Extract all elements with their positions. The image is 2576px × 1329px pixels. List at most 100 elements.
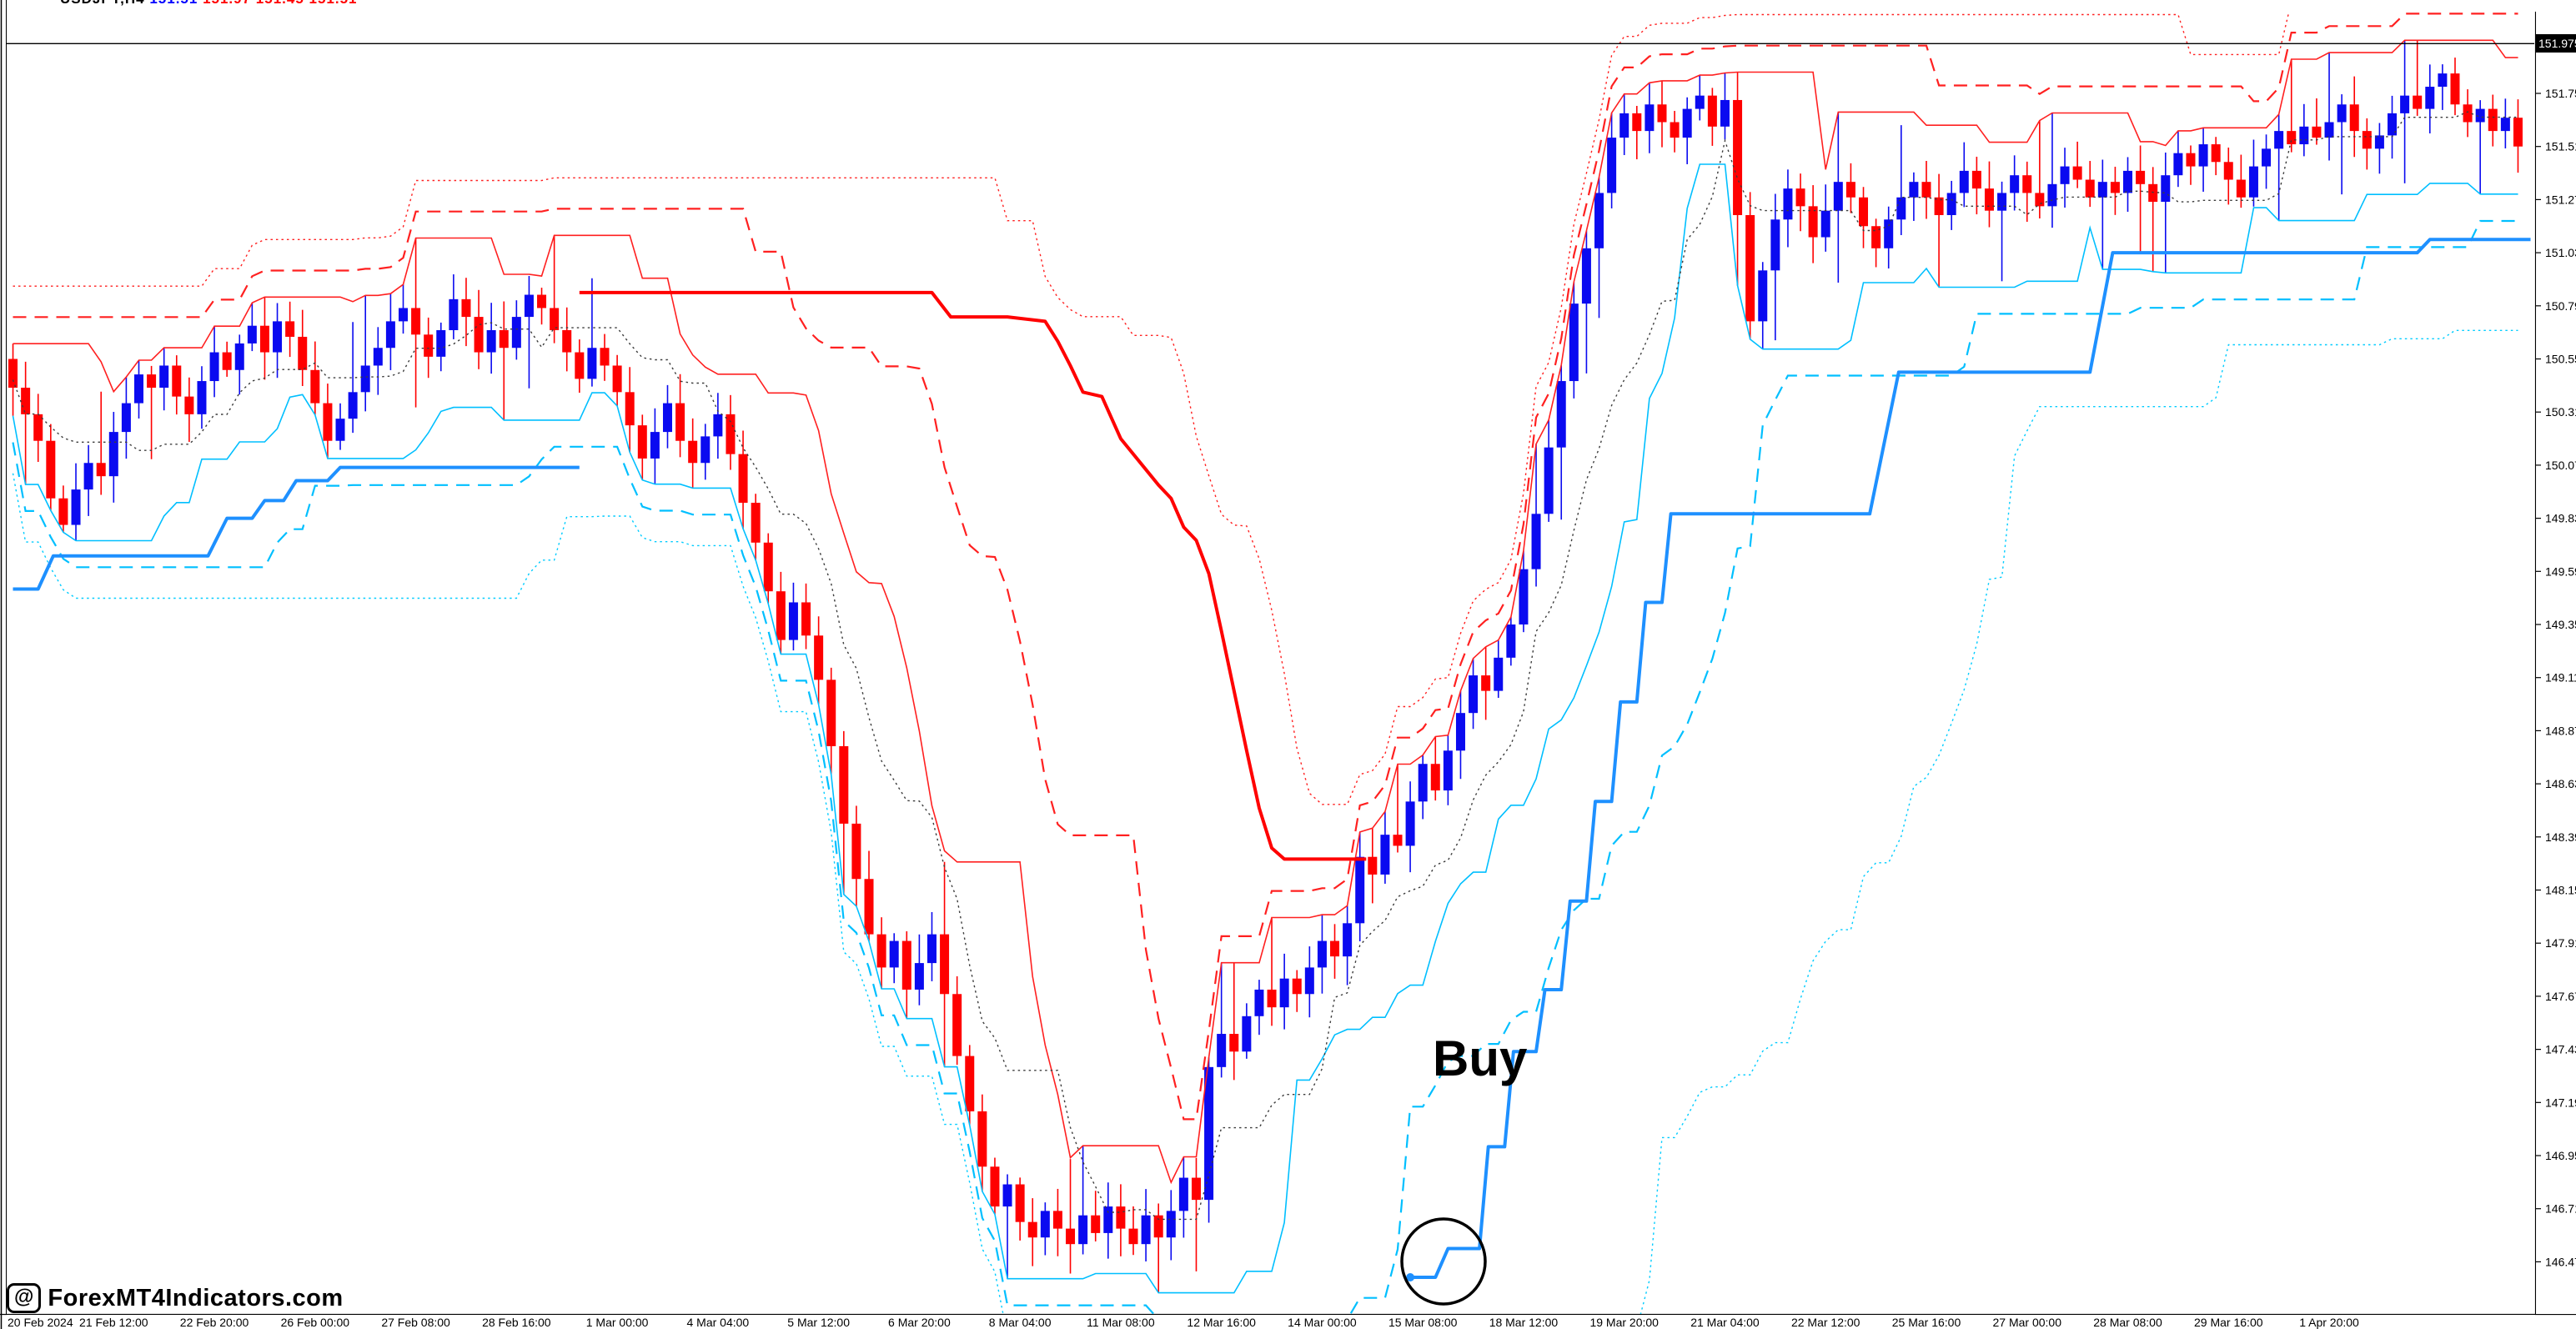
candle [1066,1159,1076,1274]
title-fragment-bid: 151.51 [145,0,203,7]
price-axis-label: 147.430 [2545,1043,2576,1056]
candle [1594,177,1604,318]
candle [1355,831,1365,941]
candle [839,730,849,895]
overlay-lower-band-fast [12,163,2518,1294]
clipped-toolbar-fragments: USDJPY,H4 151.51 151.97 151.45 151.51 [60,0,527,11]
time-axis-label: 21 Feb 12:00 [79,1316,148,1329]
price-axis-label: 151.030 [2545,246,2576,259]
overlay-upper-band-mid [13,13,2518,1121]
candle [2475,100,2485,194]
candle [1242,1003,1252,1059]
candle [864,850,874,941]
candle [1745,192,1755,339]
candle [2136,145,2146,254]
candle [1707,88,1717,146]
candle [1153,1203,1163,1293]
candle [2211,137,2221,176]
candle [612,354,622,406]
price-axis-label: 150.550 [2545,353,2576,366]
bid-price-badge: 151.975 [2536,34,2576,53]
candle [926,911,936,981]
candle [1455,690,1465,780]
time-axis-label: 8 Mar 04:00 [989,1316,1052,1329]
price-axis-label: 149.590 [2545,564,2576,578]
candle [323,384,333,459]
time-axis[interactable] [7,1315,2535,1329]
candle [726,394,736,470]
candle [449,274,459,339]
candle [675,374,685,458]
candle [2047,113,2057,228]
candle [788,582,798,651]
candle [1808,185,1818,263]
candle [1254,980,1264,1036]
candle [2186,145,2196,185]
candle [1027,1198,1037,1266]
candle [1128,1206,1138,1256]
candle [2425,64,2435,134]
candle [46,424,56,511]
candle [147,365,157,459]
price-axis-label: 150.310 [2545,405,2576,419]
candle [662,384,672,449]
price-axis-label: 148.390 [2545,830,2576,844]
watermark: @ ForexMT4Indicators.com [7,1283,344,1313]
candle [335,403,345,450]
candle [108,412,118,503]
time-axis-label: 22 Mar 12:00 [1791,1316,1860,1329]
candle [1909,172,1919,221]
title-fragment-symbol: USDJPY,H4 [60,0,145,7]
candle [1607,113,1617,208]
candle [940,861,950,1067]
time-axis-label: 21 Mar 04:00 [1690,1316,1760,1329]
time-axis-label: 25 Mar 16:00 [1892,1316,1961,1329]
time-axis-labels: 20 Feb 2024 21 Feb 12:00 22 Feb 20:00 26 Fe… [8,1316,2359,1329]
candle [1178,1156,1188,1238]
candle [2110,166,2120,215]
candle [2072,141,2082,188]
candle [2248,139,2258,207]
price-axis-label: 150.070 [2545,459,2576,472]
entry-circle-annotation[interactable] [1400,1217,1487,1306]
candle [1506,616,1516,666]
overlay-upper-band-fast [13,39,2518,1185]
watermark-text: ForexMT4Indicators.com [48,1284,344,1311]
candle [1657,80,1667,148]
price-axis[interactable] [2536,12,2576,1314]
candle [234,334,244,395]
candle [965,1045,975,1126]
candle [2287,58,2297,153]
candle [21,361,31,485]
candle [2097,159,2107,270]
title-fragment-ohlc: 151.97 151.45 151.51 [203,0,357,7]
candle [247,303,257,352]
candle [2500,98,2510,148]
candle [461,278,471,347]
candle [1040,1202,1050,1256]
time-axis-label: 14 Mar 00:00 [1288,1316,1357,1329]
candlesticks [8,40,2523,1293]
candle [121,377,131,459]
candle [1052,1188,1062,1256]
candle [2035,120,2045,219]
watermark-at-icon: @ [7,1283,42,1313]
candle [1430,736,1440,801]
candle [373,327,383,395]
time-axis-label: 27 Mar 00:00 [1992,1316,2061,1329]
candle [511,300,521,360]
candle [1317,915,1327,994]
candle [1368,828,1378,904]
candle [537,288,547,325]
candle [1682,97,1692,164]
candle [600,334,610,381]
price-axis-label: 150.790 [2545,299,2576,313]
buy-annotation[interactable]: Buy [1433,1031,1528,1086]
price-axis-label: 149.350 [2545,618,2576,631]
candle [688,418,698,489]
time-axis-label: 11 Mar 08:00 [1087,1316,1155,1329]
candle [2488,94,2498,147]
candle [1946,180,1956,230]
price-axis-label: 151.510 [2545,140,2576,153]
